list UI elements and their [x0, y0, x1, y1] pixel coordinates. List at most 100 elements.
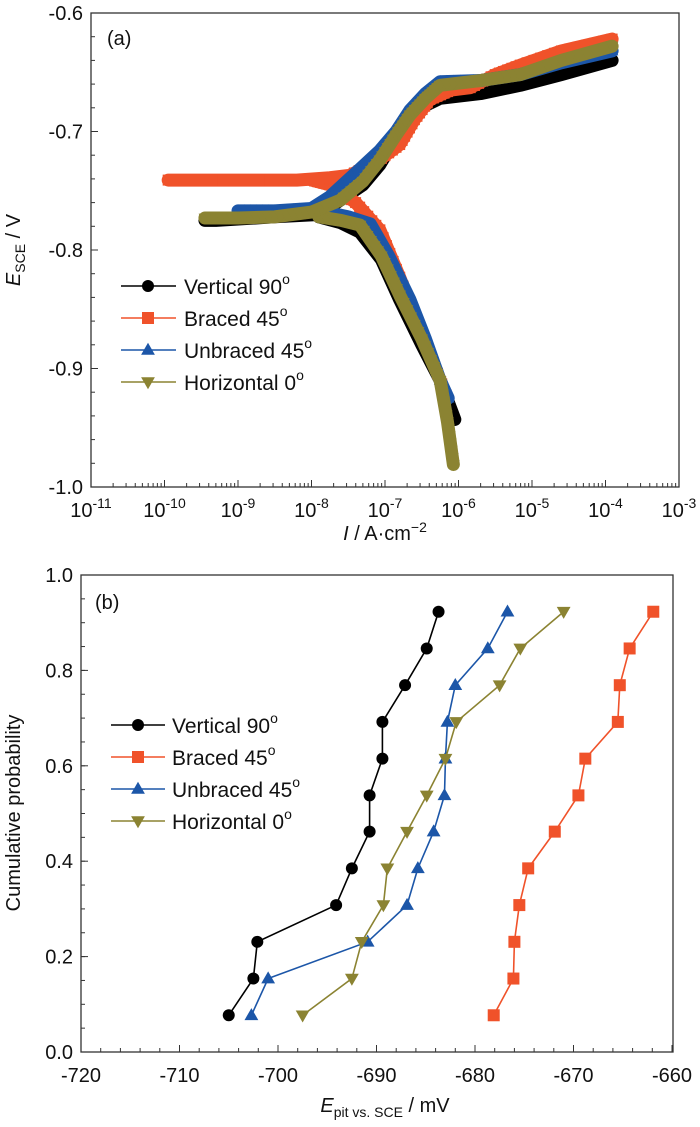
- data-point: [376, 752, 389, 765]
- data-point: [418, 341, 432, 353]
- data-point: [415, 334, 429, 346]
- data-point: [229, 174, 241, 186]
- x-tick-label: 10-6: [441, 495, 476, 522]
- data-point: [555, 45, 567, 57]
- panel-a-polarization-curves: 10-11 10-10 10-9 10-8 10-7 10-6 10-5 10-4 10-3 -…: [3, 3, 697, 545]
- data-point: [444, 438, 457, 450]
- data-point: [597, 44, 610, 56]
- data-point: [445, 445, 458, 457]
- data-point: [420, 642, 433, 655]
- data-point: [251, 935, 264, 948]
- data-point: [397, 297, 410, 309]
- data-point: [513, 643, 528, 656]
- data-point: [442, 424, 455, 436]
- data-point: [548, 825, 561, 838]
- data-point: [535, 52, 547, 64]
- x-tick-label: -680: [455, 1065, 495, 1087]
- data-point: [534, 63, 548, 75]
- x-tick-label: -660: [652, 1065, 692, 1087]
- legend-label: Unbraced 45o: [184, 335, 312, 363]
- data-point: [424, 355, 438, 367]
- data-point: [606, 33, 618, 45]
- series-vertical-90: [222, 605, 445, 1022]
- data-point: [378, 258, 391, 270]
- data-point: [247, 972, 260, 985]
- data-point: [580, 48, 594, 60]
- y-tick-label: -0.8: [49, 240, 83, 262]
- data-point: [563, 53, 577, 65]
- data-point: [500, 604, 515, 617]
- data-point: [344, 973, 359, 986]
- data-point: [384, 271, 397, 283]
- data-point: [253, 174, 265, 186]
- y-tick-label: -0.6: [49, 3, 83, 25]
- data-point: [623, 642, 636, 655]
- x-tick-label: 10-9: [221, 495, 256, 522]
- y-tick-label: 0.4: [45, 851, 73, 873]
- series-horizontal-0: [295, 606, 571, 1023]
- y-tick-label: -0.7: [49, 122, 83, 144]
- legend-label: Braced 45o: [184, 303, 288, 331]
- data-point: [564, 43, 576, 55]
- data-point: [432, 605, 445, 618]
- data-point: [507, 972, 520, 985]
- legend-marker: [141, 342, 155, 355]
- panel-a-series: [161, 32, 619, 472]
- data-point: [564, 66, 576, 78]
- panel-a-legend: Vertical 90o Braced 45o Unbraced 45o Horizo…: [121, 271, 312, 395]
- data-point: [217, 174, 229, 186]
- data-point: [426, 824, 441, 837]
- data-point: [400, 897, 414, 910]
- legend-label: Horizontal 0o: [172, 806, 292, 834]
- legend-marker: [131, 781, 145, 794]
- data-point: [241, 174, 253, 186]
- data-point: [363, 789, 376, 802]
- data-point: [572, 789, 585, 802]
- data-point: [430, 369, 444, 381]
- data-point: [318, 172, 330, 184]
- data-point: [588, 46, 602, 58]
- data-point: [421, 348, 435, 360]
- data-point: [436, 389, 449, 401]
- data-point: [244, 1008, 259, 1021]
- data-point: [598, 35, 610, 47]
- x-tick-label: 10-10: [143, 495, 186, 522]
- data-point: [542, 50, 554, 62]
- data-point: [549, 47, 561, 59]
- data-point: [376, 715, 389, 728]
- data-point: [399, 679, 412, 692]
- data-point: [611, 715, 624, 728]
- data-point: [302, 173, 314, 185]
- data-point: [438, 403, 452, 415]
- data-point: [487, 1009, 500, 1022]
- data-point: [296, 174, 308, 186]
- panel-a-x-axis-title: I / A·cm−2: [343, 519, 427, 545]
- data-point: [427, 362, 441, 374]
- data-point: [508, 935, 521, 948]
- y-tick-label: 0.2: [45, 947, 73, 969]
- data-point: [480, 641, 495, 654]
- data-point: [404, 312, 418, 324]
- data-point: [541, 60, 555, 72]
- panel-b-plot-frame: [80, 574, 674, 1053]
- x-tick-label: 10-3: [662, 495, 697, 522]
- x-tick-label: 10-4: [588, 495, 623, 522]
- data-point: [387, 277, 400, 289]
- legend-marker: [132, 751, 144, 763]
- panel-b-y-ticks: 0.0 0.2 0.4 0.6 0.8 1.0: [45, 565, 88, 1064]
- data-point: [380, 863, 395, 876]
- data-point: [354, 937, 369, 950]
- x-tick-label: -710: [159, 1065, 199, 1087]
- panel-b-y-axis-title: Cumulative probability: [3, 715, 25, 912]
- data-point: [439, 410, 453, 422]
- series-line: [228, 611, 440, 1016]
- panel-a-label: (a): [107, 28, 131, 50]
- x-tick-label: 10-7: [368, 495, 403, 522]
- x-tick-label: 10-5: [515, 495, 550, 522]
- data-point: [522, 862, 535, 875]
- data-point: [572, 64, 584, 76]
- x-tick-label: -720: [61, 1065, 101, 1087]
- series-unbraced-45: [244, 604, 515, 1021]
- panel-b-x-axis-title: Epit vs. SCE / mV: [320, 1095, 450, 1120]
